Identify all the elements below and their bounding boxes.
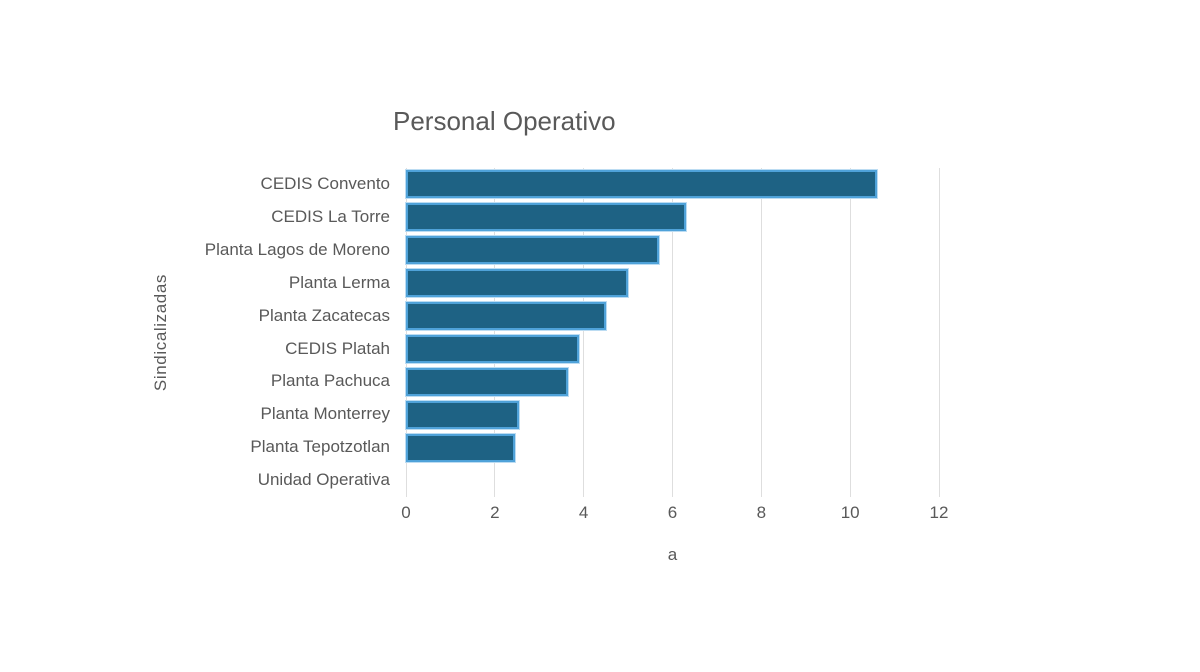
chart-title: Personal Operativo <box>393 106 616 136</box>
gridline-x-6 <box>672 168 673 497</box>
gridline-x-4 <box>583 168 585 497</box>
bar-cedis-la-torre <box>406 203 686 232</box>
bar-planta-pachuca <box>406 367 569 396</box>
bar-cedis-convento <box>406 170 877 199</box>
gridline-x-10 <box>849 168 851 497</box>
gridline-x-12 <box>938 168 940 497</box>
bar-planta-lerma <box>406 269 629 298</box>
gridline-x-2 <box>494 168 496 497</box>
x-tick-label-12: 12 <box>929 503 949 522</box>
x-tick-label-0: 0 <box>401 503 411 522</box>
x-tick-label-8: 8 <box>756 503 767 522</box>
y-category-label: Planta Lagos de Moreno <box>204 239 390 259</box>
bar-planta-tepotzotlan <box>406 433 515 462</box>
x-axis-title: a <box>667 545 678 564</box>
plot-area <box>405 168 940 497</box>
y-category-label: Planta Tepotzotlan <box>250 437 390 457</box>
x-tick-label-10: 10 <box>840 503 860 522</box>
y-category-label: Planta Pachuca <box>270 371 390 391</box>
y-category-label: CEDIS Convento <box>260 174 390 193</box>
bar-cedis-platah <box>406 334 580 363</box>
x-tick-label-2: 2 <box>490 503 500 522</box>
y-category-label: Planta Zacatecas <box>258 305 390 325</box>
x-axis-tick-labels: 0 2 4 6 8 10 12 <box>401 503 948 525</box>
y-axis-category-labels: CEDIS Convento CEDIS La Torre Planta Lagos… <box>0 168 390 497</box>
bar-planta-zacatecas <box>406 302 606 331</box>
y-category-label: Unidad Operativa <box>257 470 390 490</box>
gridline-x-8 <box>760 168 762 497</box>
y-category-label: CEDIS Platah <box>285 338 390 358</box>
y-category-label: CEDIS La Torre <box>271 206 390 226</box>
x-tick-label-4: 4 <box>578 503 589 522</box>
gridline-x-0 <box>405 168 407 497</box>
bar-planta-lagos-de-moreno <box>406 236 660 265</box>
x-tick-label-6: 6 <box>667 503 678 522</box>
y-category-label: Planta Monterrey <box>260 404 390 424</box>
y-category-label: Planta Lerma <box>288 272 390 292</box>
bar-planta-monterrey <box>406 400 520 429</box>
